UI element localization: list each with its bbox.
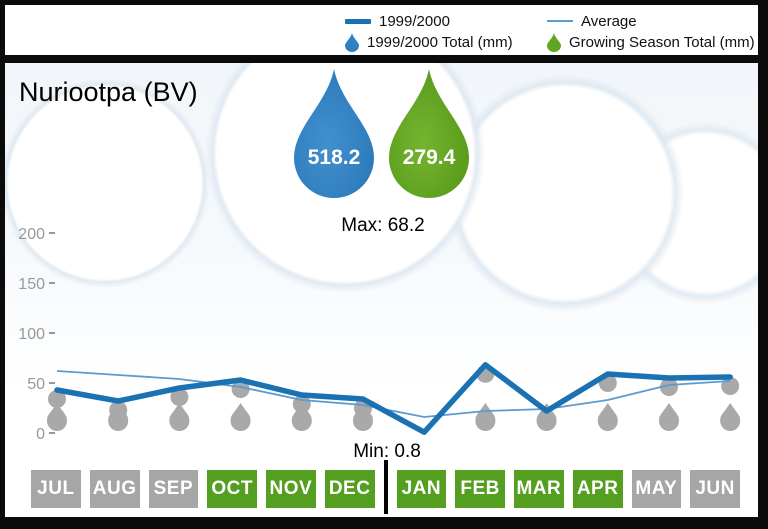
y-axis-label-150: 150 <box>18 276 45 293</box>
month-button-apr[interactable]: APR <box>572 470 623 508</box>
growing-total-value: 279.4 <box>403 146 456 169</box>
y-axis-label-100: 100 <box>18 326 45 343</box>
y-axis-label-0: 0 <box>36 426 45 443</box>
month-button-nov[interactable]: NOV <box>266 470 316 508</box>
drip-drop-dec <box>353 403 373 431</box>
legend-year-total-label: 1999/2000 Total (mm) <box>367 33 513 51</box>
month-button-jun[interactable]: JUN <box>690 470 740 508</box>
growing-total-drop: 279.4 <box>389 69 469 198</box>
legend-item-growing-total: Growing Season Total (mm) <box>547 32 755 52</box>
legend-item-year-total: 1999/2000 Total (mm) <box>345 32 537 52</box>
y-axis-label-200: 200 <box>18 226 45 243</box>
drip-drop-aug <box>108 403 129 431</box>
legend-item-1999-2000: 1999/2000 <box>345 12 537 30</box>
legend-strip: 1999/2000 Average 1999/2000 Total (mm) G… <box>5 5 758 55</box>
legend-growing-total-label: Growing Season Total (mm) <box>569 33 755 51</box>
month-button-sep[interactable]: SEP <box>148 470 199 508</box>
average-line-swatch <box>547 20 573 22</box>
calendar-year-divider <box>383 460 388 514</box>
month-button-jul[interactable]: JUL <box>31 470 81 508</box>
month-button-dec[interactable]: DEC <box>324 470 375 508</box>
drip-head-jul <box>48 390 66 408</box>
year-total-value: 518.2 <box>308 146 361 169</box>
legend-average-label: Average <box>581 12 637 30</box>
month-button-mar[interactable]: MAR <box>514 470 564 508</box>
month-button-jan[interactable]: JAN <box>396 470 447 508</box>
page-title: Nuriootpa (BV) <box>19 77 198 107</box>
drip-drop-apr <box>597 403 618 431</box>
rainfall-line-chart: 0 50 100 150 200 <box>18 226 741 443</box>
max-annotation: Max: 68.2 <box>341 215 425 236</box>
series-1999-2000-line <box>54 362 733 435</box>
average-line <box>56 370 731 418</box>
year-total-drop: 518.2 <box>294 69 374 198</box>
drip-drop-mar <box>536 403 557 431</box>
rainfall-panel: Nuriootpa (BV) 518.2 279.4 Max: 68.2 0 50… <box>5 63 758 517</box>
drip-drop-jul <box>47 403 67 431</box>
y-axis-label-50: 50 <box>27 376 45 393</box>
drip-drop-feb <box>475 403 496 431</box>
min-annotation: Min: 0.8 <box>353 441 421 462</box>
drip-head-may <box>660 378 678 396</box>
drip-drop-nov <box>291 403 312 431</box>
month-button-aug[interactable]: AUG <box>89 470 140 508</box>
month-button-may[interactable]: MAY <box>631 470 682 508</box>
drip-drop-may <box>659 403 679 431</box>
month-button-oct[interactable]: OCT <box>207 470 257 508</box>
drip-head-sep <box>170 388 189 406</box>
month-button-row: JUL AUG SEP OCT NOV DEC JAN FEB MAR APR MAY JUN <box>5 460 758 514</box>
drip-drop-sep <box>169 403 190 431</box>
blue-drop-icon <box>345 32 359 52</box>
drip-head-oct <box>231 380 250 398</box>
legend: 1999/2000 Average 1999/2000 Total (mm) G… <box>345 12 755 52</box>
legend-series-label: 1999/2000 <box>379 12 450 30</box>
month-button-feb[interactable]: FEB <box>455 470 505 508</box>
green-drop-icon <box>547 32 561 52</box>
legend-item-average: Average <box>547 12 755 30</box>
series-line-swatch <box>345 18 371 24</box>
drip-drop-oct <box>230 403 251 431</box>
drip-drop-jun <box>720 403 741 431</box>
